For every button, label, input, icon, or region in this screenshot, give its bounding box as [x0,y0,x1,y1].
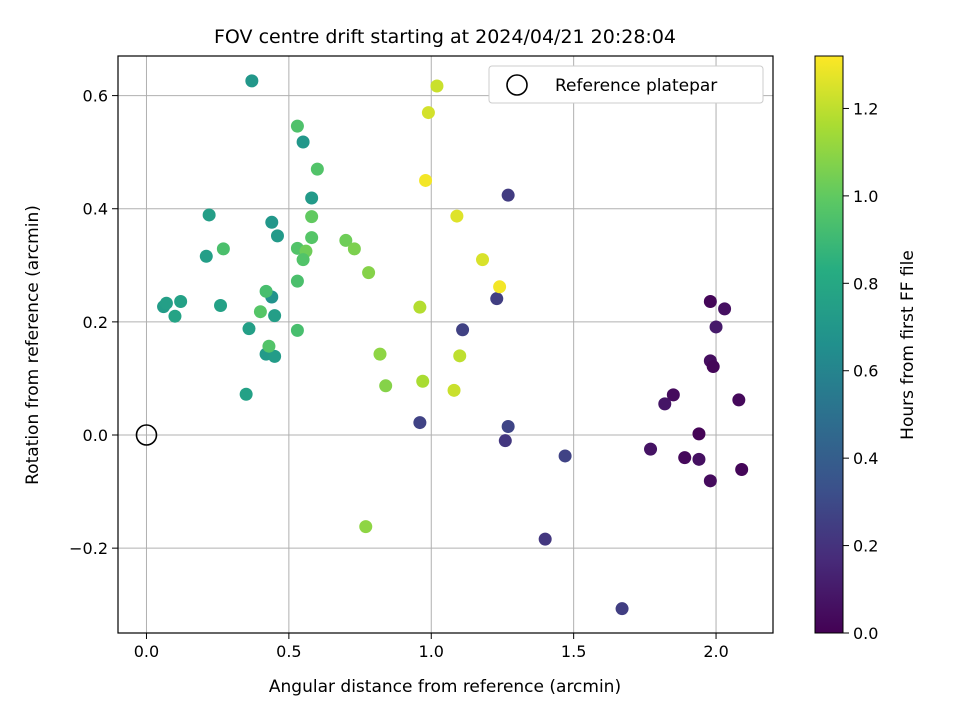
data-point [453,349,467,363]
x-tick-label: 0.0 [134,642,159,661]
data-point [362,266,376,280]
data-point [290,323,304,337]
plot-frame [117,55,774,634]
data-point [216,242,230,256]
plot-area [118,56,773,633]
data-point [202,208,216,222]
data-point [644,442,658,456]
data-point [447,383,461,397]
data-point [262,339,276,353]
data-point [296,253,310,267]
data-point [270,229,284,243]
data-point [709,320,723,334]
data-point [305,231,319,245]
data-point [199,249,213,263]
data-point [658,397,672,411]
data-point [168,309,182,323]
x-axis-label: Angular distance from reference (arcmin) [269,677,621,697]
data-point [501,420,515,434]
data-point [373,347,387,361]
data-point [268,349,282,363]
data-point [305,210,319,224]
data-point [310,162,324,176]
colorbar-tick-label: 0.0 [853,624,878,643]
data-point [290,274,304,288]
data-point [450,209,464,223]
y-axis-ticks: −0.2 0.0 0.2 0.4 0.6 [69,87,118,558]
data-point [245,74,259,88]
x-tick-label: 1.0 [419,642,444,661]
data-point [305,191,319,205]
data-point [493,280,507,294]
colorbar-tick-label: 0.4 [853,449,878,468]
data-point [296,135,310,149]
y-axis-label: Rotation from reference (arcmin) [23,205,43,485]
x-tick-label: 2.0 [703,642,728,661]
data-point [359,520,373,534]
colorbar-tick-label: 1.2 [853,99,878,118]
data-point [706,360,720,374]
data-point [421,106,435,120]
data-point [692,452,706,466]
colorbar-tick-label: 1.0 [853,187,878,206]
legend-marker-icon [506,74,528,96]
y-tick-label: 0.0 [83,426,108,445]
colorbar-ticks: 0.0 0.2 0.4 0.6 0.8 1.0 1.2 [843,99,878,643]
y-tick-label: −0.2 [69,539,108,558]
data-point [265,215,279,229]
y-tick-label: 0.4 [83,200,108,219]
colorbar-tick-label: 0.6 [853,362,878,381]
data-point [732,393,746,407]
data-point [501,188,515,202]
y-tick-label: 0.2 [83,313,108,332]
data-point [718,302,732,316]
reference-platepar-marker [135,424,158,446]
data-point [253,305,267,319]
x-axis-ticks: 0.0 0.5 1.0 1.5 2.0 [134,633,729,661]
chart-title: FOV centre drift starting at 2024/04/21 … [214,26,676,48]
data-point [678,451,692,465]
data-point [259,284,273,298]
y-tick-label: 0.6 [83,87,108,106]
data-point [703,474,717,488]
x-tick-label: 0.5 [276,642,301,661]
data-point [735,463,749,477]
data-point [339,233,353,247]
data-point [347,242,361,256]
legend-box [488,65,764,104]
colorbar-label: Hours from first FF file [898,250,918,440]
data-point [456,323,470,337]
data-point [174,295,188,309]
data-point [242,322,256,336]
data-point [239,387,253,401]
colorbar-tick-label: 0.2 [853,537,878,556]
data-point [490,292,504,306]
data-point [666,388,680,402]
data-points [157,74,749,616]
data-point [615,602,629,616]
colorbar: 0.0 0.2 0.4 0.6 0.8 1.0 1.2 Hours from first F… [814,55,918,643]
data-point [416,374,430,388]
data-point [290,119,304,133]
data-point [379,379,393,393]
data-point [268,309,282,323]
legend-entry-reference-platepar: Reference platepar [555,76,717,96]
colorbar-tick-label: 0.8 [853,274,878,293]
data-point [692,427,706,441]
data-point [413,416,427,430]
data-point [159,296,173,310]
data-point [419,173,433,187]
legend: Reference platepar [488,65,764,104]
data-point [214,298,228,312]
data-point [476,253,490,267]
x-tick-label: 1.5 [561,642,586,661]
data-point [558,449,572,463]
data-point [430,79,444,93]
data-point [413,300,427,314]
data-point [498,434,512,448]
colorbar-gradient [814,55,844,634]
data-point [538,532,552,546]
data-point [703,295,717,309]
